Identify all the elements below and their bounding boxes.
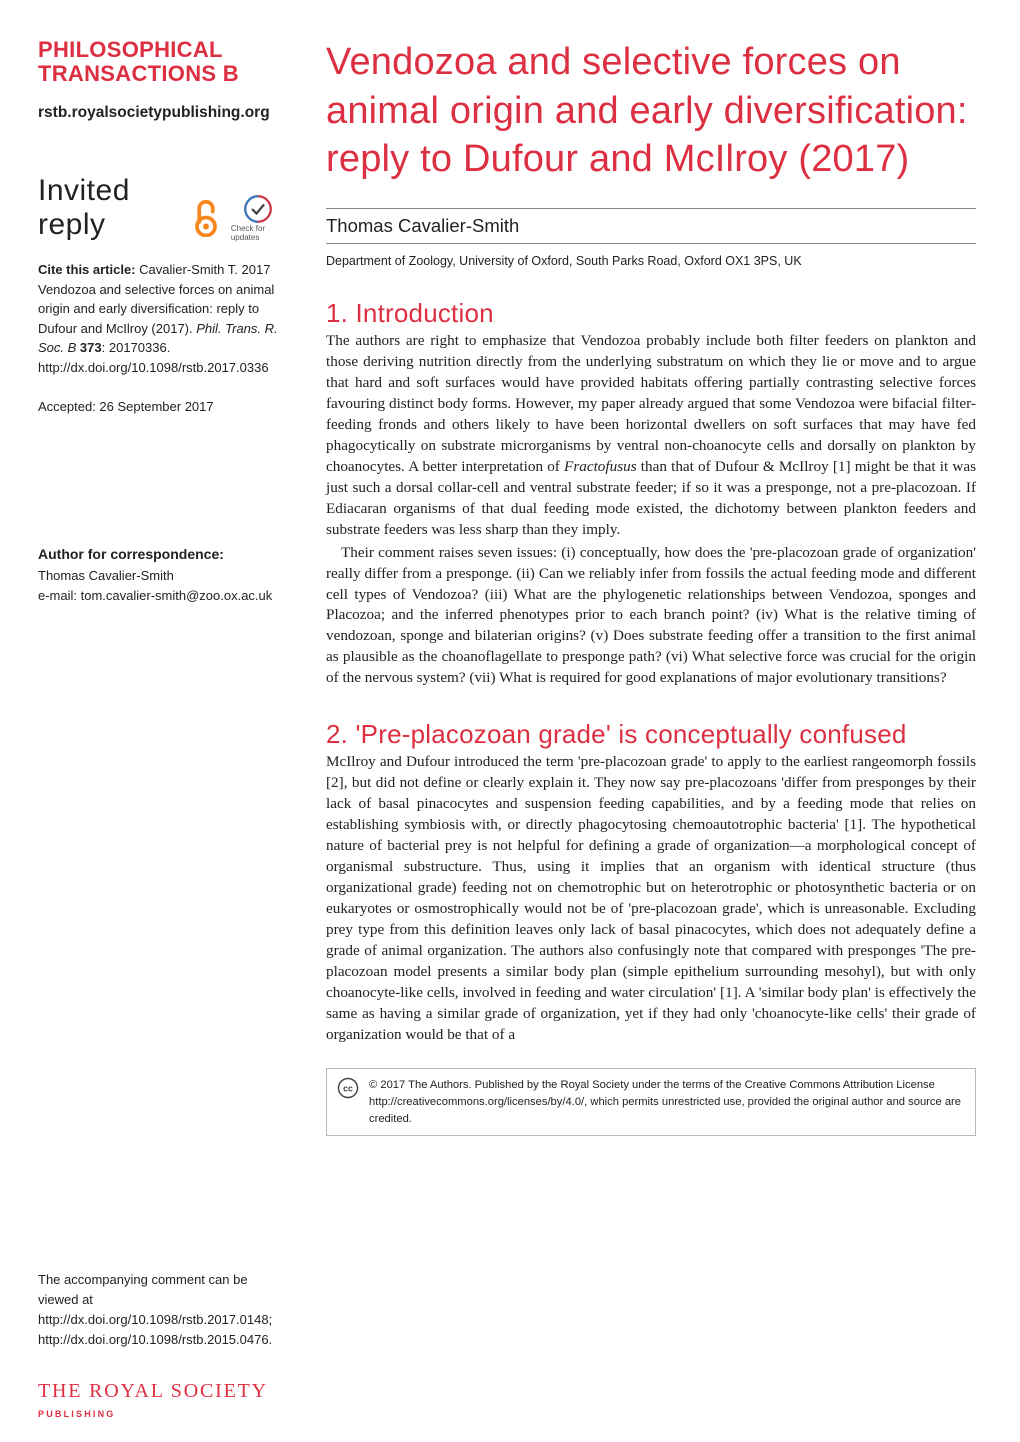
article-type-row: Invited reply Check for updates xyxy=(38,174,286,242)
correspondence-block: Author for correspondence: Thomas Cavali… xyxy=(38,544,286,606)
section-1-para-1: The authors are right to emphasize that … xyxy=(326,331,976,541)
cite-label: Cite this article: xyxy=(38,262,136,277)
author-affiliation: Department of Zoology, University of Oxf… xyxy=(326,254,976,268)
publisher-name: THE ROYAL SOCIETY xyxy=(38,1376,286,1407)
journal-name: PHILOSOPHICAL TRANSACTIONS B xyxy=(38,38,286,86)
footer-link2[interactable]: http://dx.doi.org/10.1098/rstb.2015.0476… xyxy=(38,1330,286,1350)
license-text: © 2017 The Authors. Published by the Roy… xyxy=(369,1077,965,1127)
footer-link1[interactable]: http://dx.doi.org/10.1098/rstb.2017.0148… xyxy=(38,1310,286,1330)
section-1-heading: 1. Introduction xyxy=(326,298,976,329)
cite-volume: 373 xyxy=(80,340,102,355)
accepted-date: Accepted: 26 September 2017 xyxy=(38,399,286,414)
main-column: Vendozoa and selective forces on animal … xyxy=(308,0,1020,1442)
publisher-logo: THE ROYAL SOCIETY PUBLISHING xyxy=(38,1376,286,1422)
footer-line1: The accompanying comment can be viewed a… xyxy=(38,1272,248,1307)
svg-text:cc: cc xyxy=(343,1084,353,1094)
cc-icon: cc xyxy=(337,1077,359,1105)
section-2-para-1: McIlroy and Dufour introduced the term '… xyxy=(326,752,976,1046)
correspondence-email[interactable]: e-mail: tom.cavalier-smith@zoo.ox.ac.uk xyxy=(38,586,286,606)
correspondence-name: Thomas Cavalier-Smith xyxy=(38,566,286,586)
citation-block: Cite this article: Cavalier-Smith T. 201… xyxy=(38,260,286,377)
journal-url[interactable]: rstb.royalsocietypublishing.org xyxy=(38,104,286,122)
journal-name-line1: PHILOSOPHICAL xyxy=(38,38,286,62)
section-1-para-2: Their comment raises seven issues: (i) c… xyxy=(326,543,976,690)
open-access-icon xyxy=(191,195,221,242)
cite-article-no: 20170336. xyxy=(109,340,170,355)
sidebar-footer: The accompanying comment can be viewed a… xyxy=(38,1240,286,1423)
author-name: Thomas Cavalier-Smith xyxy=(326,208,976,244)
crossmark-caption: Check for updates xyxy=(231,224,286,242)
sidebar-column: PHILOSOPHICAL TRANSACTIONS B rstb.royals… xyxy=(0,0,308,1442)
license-box: cc © 2017 The Authors. Published by the … xyxy=(326,1068,976,1136)
correspondence-label: Author for correspondence: xyxy=(38,544,286,566)
article-type-label: Invited reply xyxy=(38,174,181,242)
crossmark-icon[interactable]: Check for updates xyxy=(231,194,286,242)
section-2-heading: 2. 'Pre-placozoan grade' is conceptually… xyxy=(326,719,976,750)
journal-name-line2: TRANSACTIONS B xyxy=(38,62,286,86)
article-title: Vendozoa and selective forces on animal … xyxy=(326,38,976,184)
publisher-sub: PUBLISHING xyxy=(38,1408,286,1422)
doi-link[interactable]: http://dx.doi.org/10.1098/rstb.2017.0336 xyxy=(38,358,286,378)
